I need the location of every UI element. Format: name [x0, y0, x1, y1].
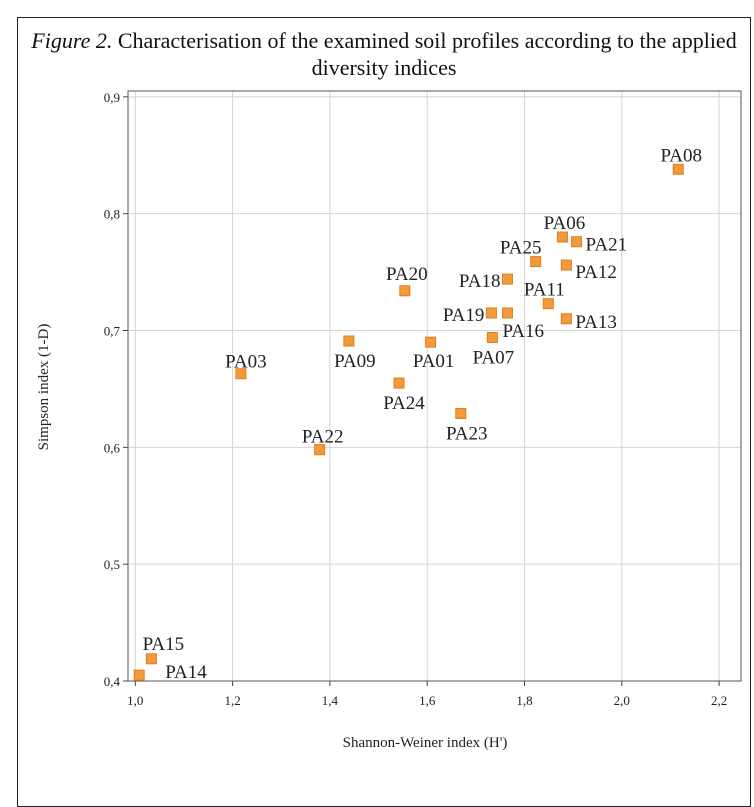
- x-axis-label: Shannon-Weiner index (H'): [343, 735, 508, 751]
- point: [486, 332, 498, 344]
- y-axis-label: Simpson index (1-D): [36, 324, 52, 451]
- point: [672, 163, 684, 175]
- point: [455, 407, 467, 419]
- point: [542, 298, 554, 310]
- point: [560, 313, 572, 325]
- point-label: PA21: [586, 235, 628, 256]
- point: [485, 307, 497, 319]
- plot-frame: [127, 90, 742, 682]
- point: [571, 236, 583, 248]
- figure-number: Figure 2.: [31, 28, 113, 53]
- point-label: PA11: [524, 280, 565, 301]
- x-tick-label: 1,8: [516, 693, 532, 708]
- point-label: PA16: [502, 321, 544, 342]
- point-label: PA25: [500, 238, 542, 259]
- y-tick-label: 0,9: [104, 90, 120, 105]
- point: [425, 336, 437, 348]
- point-label: PA23: [446, 423, 488, 444]
- y-tick-label: 0,6: [104, 440, 121, 455]
- point: [133, 669, 145, 681]
- y-tick-label: 0,7: [104, 324, 121, 339]
- x-tick-label: 2,2: [711, 693, 727, 708]
- point-label: PA13: [575, 312, 617, 333]
- point-label: PA18: [459, 271, 501, 292]
- point: [235, 368, 247, 380]
- point: [501, 273, 513, 285]
- point: [343, 335, 355, 347]
- chart-title-block: Figure 2. Characterisation of the examin…: [20, 27, 748, 81]
- x-tick-label: 1,4: [322, 693, 339, 708]
- point: [556, 231, 568, 243]
- point-label: PA07: [473, 348, 515, 369]
- x-tick-label: 1,0: [127, 693, 143, 708]
- point-label: PA22: [302, 427, 344, 448]
- x-tick-label: 2,0: [614, 693, 630, 708]
- x-tick-label: 1,6: [419, 693, 436, 708]
- point-label: PA08: [660, 145, 702, 166]
- y-tick-label: 0,8: [104, 207, 120, 222]
- point-label: PA15: [143, 634, 185, 655]
- point-label: PA19: [443, 305, 485, 326]
- point: [314, 444, 326, 456]
- point-label: PA12: [575, 262, 617, 283]
- point-label: PA14: [165, 662, 207, 683]
- point: [399, 285, 411, 297]
- point-label: PA24: [383, 393, 425, 414]
- y-tick-label: 0,5: [104, 557, 120, 572]
- point-label: PA01: [413, 351, 455, 372]
- point-label: PA20: [386, 264, 428, 285]
- point: [393, 377, 405, 389]
- point-label: PA06: [544, 213, 586, 234]
- y-tick-label: 0,4: [104, 674, 121, 689]
- point-label: PA09: [334, 351, 376, 372]
- chart-title: Characterisation of the examined soil pr…: [117, 28, 737, 80]
- point: [530, 256, 542, 268]
- x-tick-label: 1,2: [224, 693, 240, 708]
- point: [501, 307, 513, 319]
- point: [145, 653, 157, 665]
- point: [560, 259, 572, 271]
- point-label: PA03: [225, 352, 267, 373]
